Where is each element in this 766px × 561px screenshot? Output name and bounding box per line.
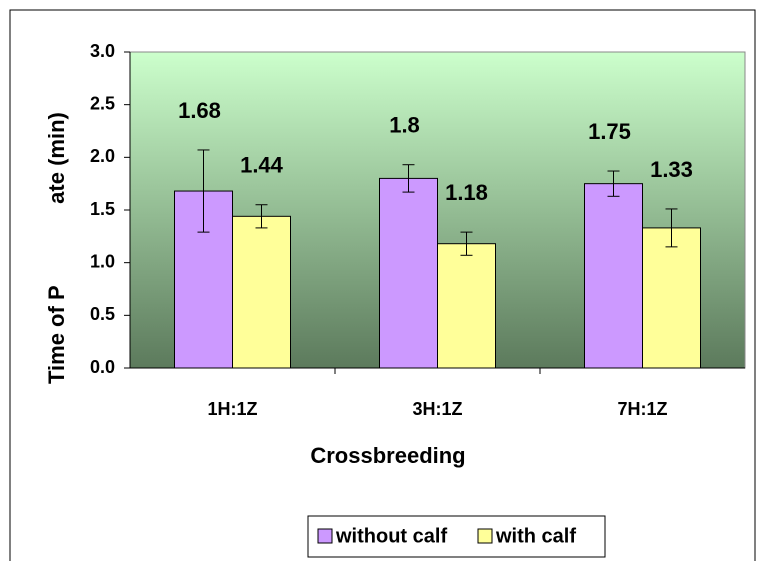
y-tick-label: 0.5 — [90, 304, 115, 324]
error-bar — [402, 164, 415, 193]
error-bar — [460, 231, 473, 256]
x-tick-label: 7H:1Z — [617, 399, 667, 419]
y-axis-title: Time of P — [44, 285, 69, 384]
data-label: 1.33 — [650, 157, 693, 182]
bar — [642, 227, 701, 369]
bar — [437, 243, 496, 369]
y-tick-label: 3.0 — [90, 41, 115, 61]
error-bar — [665, 208, 678, 248]
legend-label: with calf — [495, 525, 576, 547]
bar — [232, 215, 291, 369]
bar — [379, 177, 438, 369]
data-label: 1.18 — [445, 180, 488, 205]
error-bar — [197, 149, 210, 233]
y-tick-label: 2.0 — [90, 146, 115, 166]
y-tick-label: 1.5 — [90, 199, 115, 219]
x-tick-label: 3H:1Z — [412, 399, 462, 419]
x-axis-title: Crossbreeding — [310, 443, 465, 468]
y-tick-label: 0.0 — [90, 357, 115, 377]
data-label: 1.8 — [389, 113, 420, 138]
x-tick-label: 1H:1Z — [207, 399, 257, 419]
y-tick-label: 2.5 — [90, 93, 115, 113]
data-label: 1.68 — [178, 98, 221, 123]
legend-label: without calf — [335, 525, 447, 547]
y-axis-title: ate (min) — [44, 112, 69, 204]
legend-swatch — [317, 528, 333, 544]
data-label: 1.44 — [240, 153, 284, 178]
bar — [584, 183, 643, 369]
legend-swatch — [477, 528, 493, 544]
error-bar — [607, 170, 620, 197]
frame — [9, 9, 756, 561]
data-label: 1.75 — [588, 119, 631, 144]
y-tick-label: 1.0 — [90, 251, 115, 271]
error-bar — [255, 204, 268, 229]
legend — [307, 515, 606, 558]
